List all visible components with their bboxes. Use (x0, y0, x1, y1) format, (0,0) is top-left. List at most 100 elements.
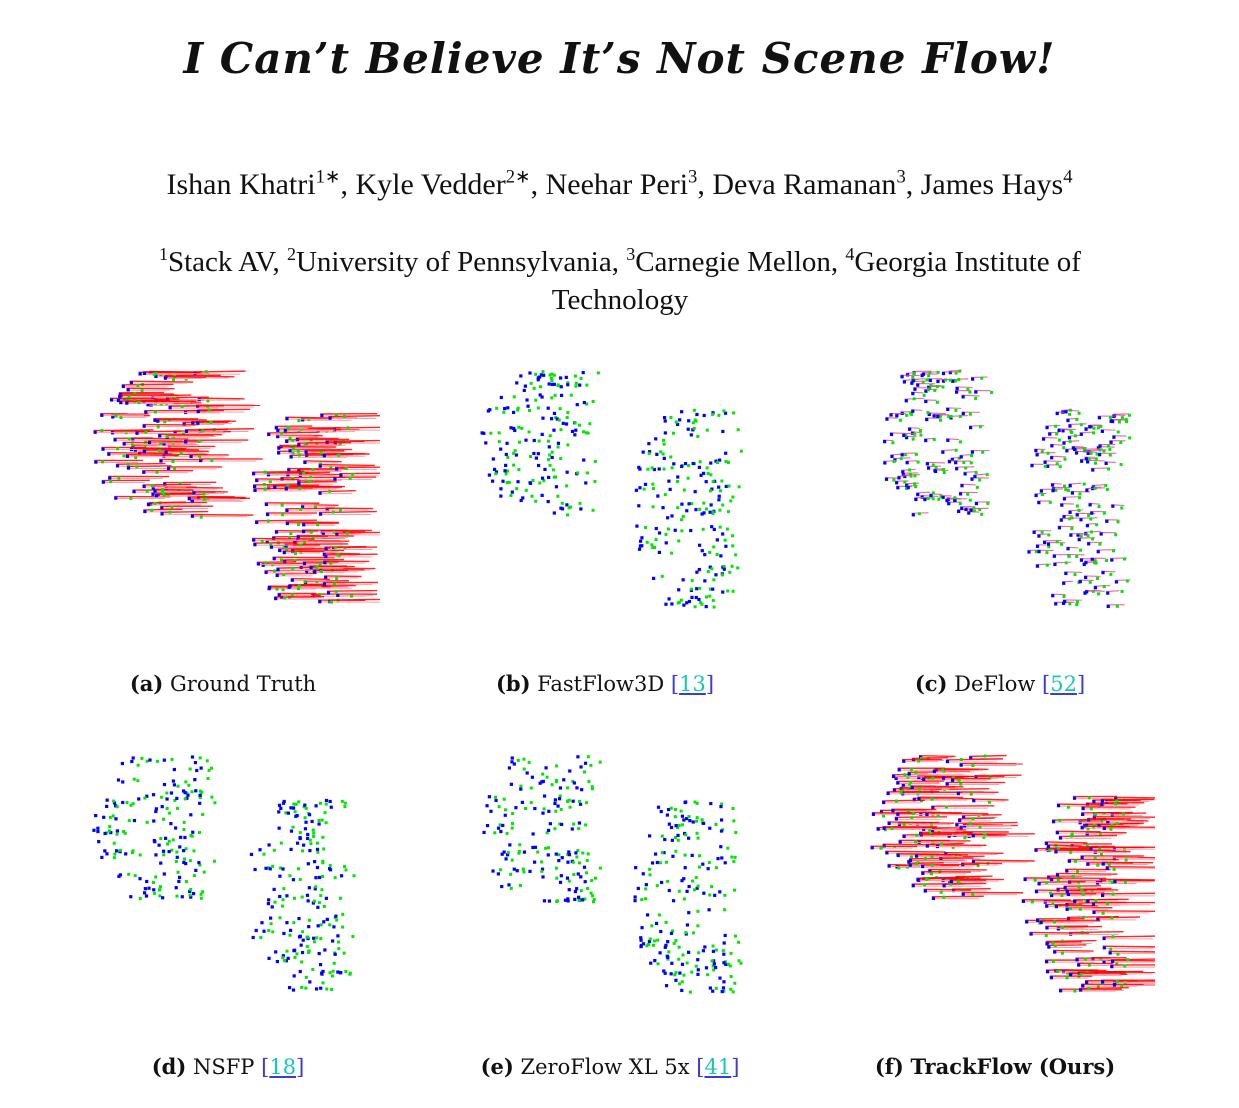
point-t1 (315, 936, 319, 940)
point-t0 (567, 850, 571, 854)
point-t1 (589, 891, 593, 895)
point-t1 (518, 843, 522, 847)
point-t1 (178, 482, 182, 486)
point-t0 (929, 493, 933, 498)
point-t0 (198, 793, 202, 798)
point-t0 (1039, 489, 1043, 493)
flow-vector (163, 375, 206, 379)
point-t0 (331, 939, 335, 943)
point-t1 (1068, 440, 1072, 444)
point-t1 (176, 870, 180, 874)
point-t1 (1075, 555, 1079, 559)
point-t1 (1068, 602, 1072, 606)
point-t1 (105, 831, 109, 835)
panel-nsfp (60, 740, 380, 1000)
point-t0 (144, 894, 149, 898)
point-t1 (1111, 935, 1115, 939)
point-t0 (703, 579, 707, 583)
point-t0 (249, 852, 254, 857)
point-t0 (318, 464, 322, 468)
point-t1 (705, 428, 709, 432)
point-t0 (129, 895, 133, 899)
point-t0 (122, 442, 126, 446)
citation-link[interactable]: [13] (670, 672, 715, 696)
point-t1 (929, 872, 933, 876)
point-t0 (264, 570, 268, 575)
point-t0 (680, 410, 684, 414)
point-t1 (1044, 881, 1048, 885)
citation-link[interactable]: [18] (261, 1055, 305, 1079)
point-t0 (278, 548, 282, 553)
point-t0 (724, 544, 728, 548)
point-t0 (671, 899, 676, 903)
point-t0 (1081, 806, 1085, 811)
point-t0 (906, 486, 910, 490)
point-t0 (723, 411, 728, 415)
caption-b: (b) FastFlow3D [13] (405, 671, 805, 696)
point-t0 (573, 897, 577, 902)
point-t0 (499, 487, 503, 491)
point-t0 (575, 403, 579, 407)
point-t0 (274, 950, 278, 954)
point-t0 (724, 451, 728, 455)
citation-number[interactable]: 18 (269, 1055, 297, 1079)
point-t0 (320, 413, 324, 418)
point-t0 (277, 803, 282, 807)
citation-link[interactable]: [41] (696, 1055, 740, 1079)
point-t1 (642, 487, 646, 491)
point-t0 (297, 443, 301, 447)
flow-vector (252, 537, 315, 540)
point-t1 (304, 478, 308, 482)
point-t1 (173, 466, 177, 470)
point-t1 (586, 852, 590, 856)
point-t1 (1030, 900, 1034, 904)
point-t0 (297, 482, 301, 486)
point-t0 (723, 861, 727, 865)
point-t1 (663, 493, 667, 497)
point-t1 (165, 791, 169, 795)
point-t0 (638, 467, 642, 471)
point-t0 (322, 920, 326, 924)
point-t1 (586, 886, 590, 890)
point-t1 (1116, 520, 1120, 524)
point-t0 (316, 905, 320, 909)
point-t0 (941, 379, 946, 383)
point-t0 (1023, 877, 1027, 882)
point-t1 (127, 437, 131, 441)
point-t1 (175, 806, 179, 810)
flow-vector (256, 561, 297, 564)
flow-vector (160, 510, 209, 514)
citation-number[interactable]: 52 (1050, 672, 1077, 696)
point-t0 (577, 821, 582, 825)
citation-number[interactable]: 13 (679, 672, 706, 696)
point-t0 (1037, 882, 1041, 886)
point-t0 (1081, 984, 1085, 988)
point-t1 (520, 426, 524, 430)
flow-vector (326, 589, 378, 592)
point-t1 (664, 532, 668, 536)
flow-vector (1045, 424, 1060, 427)
citation-number[interactable]: 41 (704, 1055, 732, 1079)
point-t1 (572, 822, 576, 826)
point-t1 (119, 416, 123, 420)
point-t0 (258, 848, 262, 852)
citation-link[interactable]: [52] (1042, 672, 1086, 696)
point-t0 (103, 849, 107, 853)
point-t1 (676, 838, 680, 842)
point-t1 (1034, 550, 1038, 554)
point-t1 (1117, 420, 1121, 424)
point-t1 (1079, 973, 1083, 977)
point-t0 (302, 561, 307, 566)
point-t1 (334, 413, 338, 417)
flow-vector (910, 785, 964, 788)
point-t1 (313, 505, 317, 509)
point-t0 (1077, 963, 1081, 967)
point-t1 (519, 784, 523, 788)
point-t0 (677, 588, 681, 592)
point-t1 (534, 372, 538, 376)
point-t1 (157, 449, 161, 453)
point-t1 (670, 466, 674, 470)
point-t0 (1050, 483, 1055, 487)
flow-vector (1112, 856, 1155, 859)
point-t0 (308, 849, 312, 853)
